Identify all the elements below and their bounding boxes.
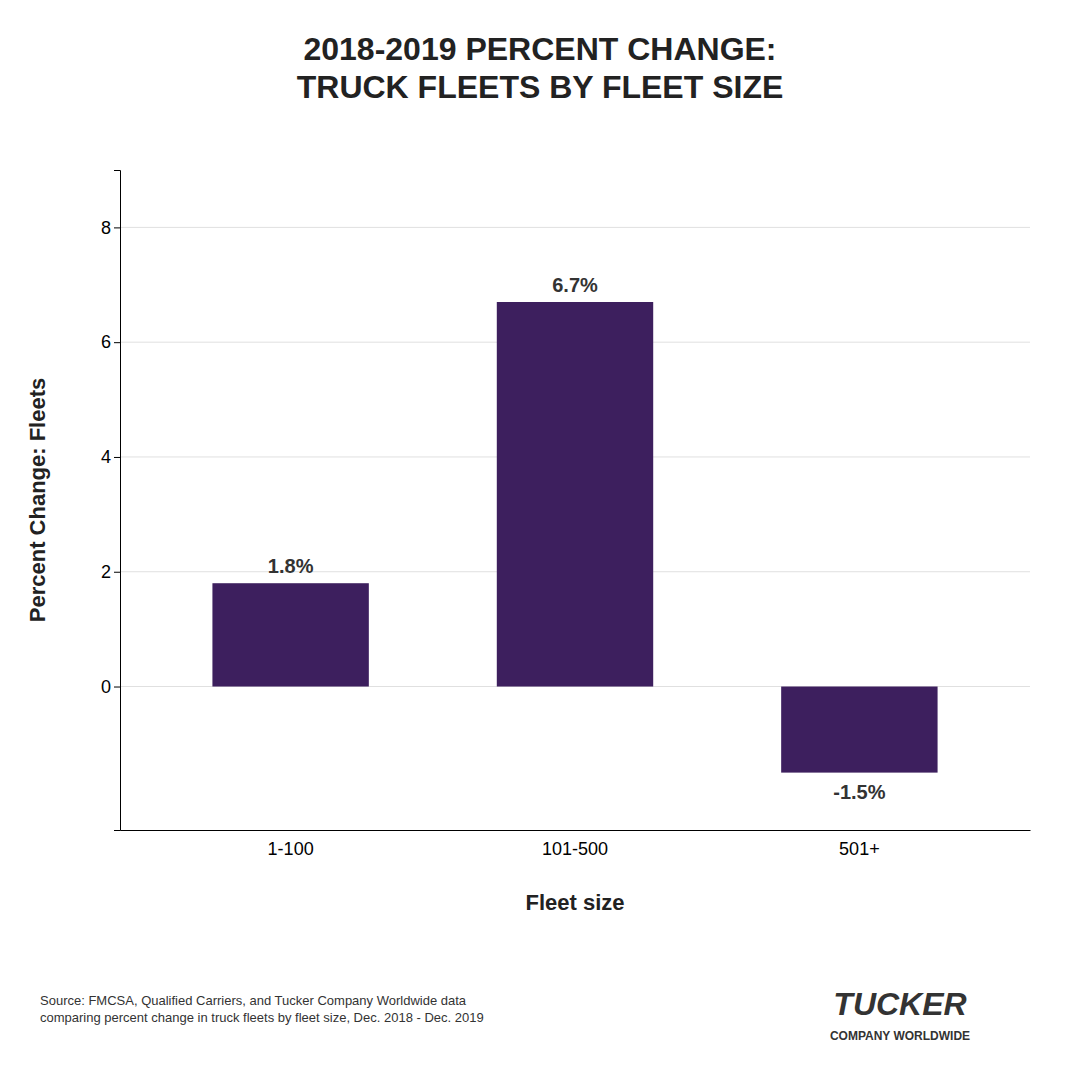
x-axis-line: [121, 830, 1031, 831]
y-tick-mark: [114, 342, 120, 343]
y-tick: 4: [101, 447, 120, 467]
grid-line: [120, 227, 1030, 228]
y-tick: 8: [101, 218, 120, 238]
x-tick: 501+: [839, 830, 880, 859]
logo-subtext: COMPANY WORLDWIDE: [830, 1029, 970, 1043]
x-tick-label: 101-500: [542, 839, 608, 859]
bar: [781, 687, 937, 773]
y-tick-label: 4: [101, 447, 111, 467]
y-tick: 6: [101, 332, 120, 352]
title-line: 2018-2019 PERCENT CHANGE:: [303, 31, 776, 67]
y-tick-mark: [114, 572, 120, 573]
y-axis-line: [114, 171, 121, 831]
title: 2018-2019 PERCENT CHANGE:TRUCK FLEETS BY…: [297, 31, 784, 105]
data-labels: 1.8% 6.7% -1.5%: [268, 274, 886, 803]
x-tick-label: 501+: [839, 839, 880, 859]
title-line: TRUCK FLEETS BY FLEET SIZE: [297, 69, 784, 105]
y-tick-mark: [114, 457, 120, 458]
y-tick-label: 2: [101, 562, 111, 582]
x-tick-label: 1-100: [268, 839, 314, 859]
x-axis-title: Fleet size: [525, 890, 624, 915]
grid: [120, 227, 1030, 686]
y-axis: 0 2 4 6 8: [101, 171, 121, 831]
chart: 0 2 4 6 8 1-100 101-500 501+ 1.8% 6.7% -1.5% Fleet …: [0, 0, 1080, 1080]
y-tick-mark: [114, 227, 120, 228]
y-tick: 2: [101, 562, 120, 582]
data-label: 6.7%: [552, 274, 598, 296]
source-note: Source: FMCSA, Qualified Carriers, and T…: [40, 993, 484, 1025]
bar: [212, 583, 368, 686]
data-label: -1.5%: [833, 781, 885, 803]
y-tick: 0: [101, 677, 120, 697]
x-axis: 1-100 101-500 501+: [121, 830, 1031, 859]
y-axis-title: Percent Change: Fleets: [25, 378, 50, 623]
source-line: Source: FMCSA, Qualified Carriers, and T…: [40, 993, 467, 1008]
y-tick-mark: [114, 687, 120, 688]
y-tick-label: 8: [101, 218, 111, 238]
bars: [212, 302, 937, 773]
bar: [497, 302, 653, 687]
x-tick: 1-100: [268, 830, 314, 859]
y-tick-label: 0: [101, 677, 111, 697]
logo-text: TUCKER: [833, 986, 966, 1022]
data-label: 1.8%: [268, 555, 314, 577]
source-line: comparing percent change in truck fleets…: [40, 1010, 484, 1025]
x-tick: 101-500: [542, 830, 608, 859]
y-tick-label: 6: [101, 332, 111, 352]
